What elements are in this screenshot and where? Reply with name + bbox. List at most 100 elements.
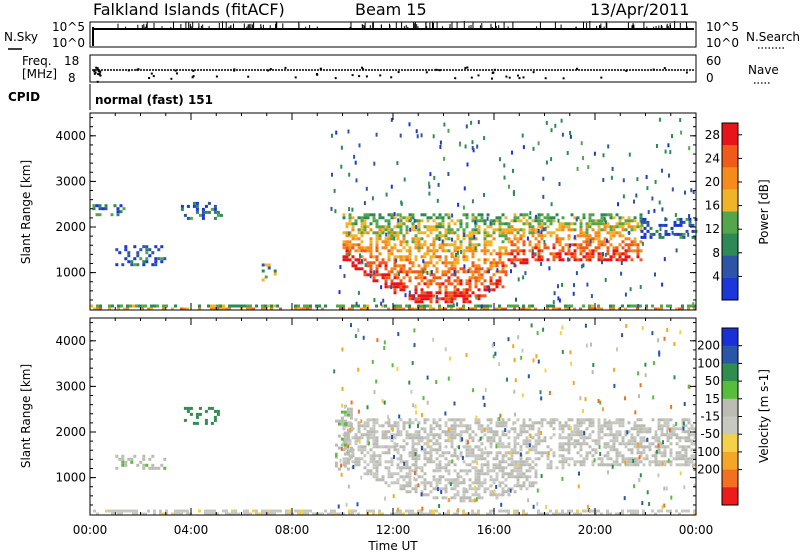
heatmap-cell [603, 463, 607, 467]
heatmap-cell [690, 454, 694, 458]
heatmap-cell [513, 213, 517, 217]
heatmap-cell [346, 452, 350, 456]
heatmap-cell [465, 255, 469, 259]
heatmap-cell [642, 451, 646, 455]
heatmap-cell [114, 509, 117, 513]
heatmap-cell [366, 424, 370, 428]
heatmap-cell [516, 304, 519, 308]
heatmap-cell [390, 439, 394, 443]
y-tick-label: 4000 [55, 334, 86, 348]
heatmap-cell [417, 225, 421, 229]
heatmap-cell [315, 304, 318, 308]
heatmap-cell [267, 263, 271, 267]
heatmap-cell [685, 217, 689, 221]
heatmap-cell [679, 330, 682, 335]
heatmap-cell [351, 225, 355, 229]
heatmap-cell [576, 421, 580, 425]
heatmap-cell [456, 279, 460, 283]
heatmap-cell [363, 460, 367, 464]
heatmap-cell [501, 460, 505, 464]
heatmap-cell [690, 424, 694, 428]
heatmap-cell [603, 433, 607, 437]
heatmap-cell [489, 267, 493, 271]
heatmap-cell [507, 493, 511, 497]
heatmap-cell [378, 463, 382, 467]
heatmap-cell [621, 421, 625, 425]
heatmap-cell [597, 427, 601, 431]
heatmap-cell [657, 427, 661, 431]
colorbar-tick-label: 8 [712, 246, 720, 260]
heatmap-cell [429, 294, 433, 298]
heatmap-cell [681, 418, 685, 422]
heatmap-cell [468, 237, 472, 241]
heatmap-cell [189, 406, 193, 410]
heatmap-cell [543, 451, 547, 455]
heatmap-cell [570, 442, 574, 446]
heatmap-cell [576, 216, 580, 220]
heatmap-cell [501, 424, 505, 428]
heatmap-cell [679, 220, 683, 224]
heatmap-cell [498, 439, 502, 443]
heatmap-cell [641, 501, 644, 506]
heatmap-cell [672, 457, 676, 461]
heatmap-cell [474, 282, 478, 286]
freq-dot [267, 69, 269, 72]
heatmap-cell [351, 261, 355, 265]
heatmap-cell [288, 509, 291, 513]
heatmap-cell [591, 418, 595, 422]
heatmap-cell [591, 252, 595, 256]
heatmap-cell [246, 509, 249, 513]
heatmap-cell [498, 493, 502, 497]
noise-right-tick-top: 10^5 [706, 20, 739, 34]
heatmap-cell [375, 234, 379, 238]
heatmap-cell [643, 219, 646, 224]
heatmap-cell [411, 213, 415, 217]
heatmap-cell [537, 421, 541, 425]
heatmap-cell [347, 129, 350, 134]
heatmap-cell [693, 427, 697, 431]
heatmap-cell [573, 307, 576, 311]
heatmap-cell [422, 259, 425, 264]
heatmap-cell [558, 421, 562, 425]
heatmap-cell [453, 436, 457, 440]
heatmap-cell [498, 436, 502, 440]
heatmap-cell [597, 424, 601, 428]
heatmap-cell [477, 445, 481, 449]
heatmap-cell [222, 307, 225, 311]
freq-dot [93, 70, 96, 73]
heatmap-cell [617, 202, 619, 207]
heatmap-cell [99, 307, 102, 311]
heatmap-cell [408, 478, 412, 482]
heatmap-cell [492, 258, 496, 262]
heatmap-cell [264, 512, 267, 516]
heatmap-cell [591, 240, 595, 244]
freq-label-line2: [MHz] [22, 67, 57, 81]
heatmap-cell [462, 228, 466, 232]
heatmap-cell [512, 168, 514, 173]
heatmap-cell [405, 240, 409, 244]
heatmap-cell [657, 460, 661, 464]
heatmap-cell [600, 258, 604, 262]
heatmap-cell [337, 434, 341, 438]
heatmap-cell [531, 448, 535, 452]
freq-dot [466, 66, 469, 69]
heatmap-cell [438, 276, 442, 280]
heatmap-cell [366, 436, 370, 440]
heatmap-cell [447, 297, 451, 301]
heatmap-cell [396, 451, 400, 455]
heatmap-cell [579, 424, 583, 428]
heatmap-cell [346, 467, 350, 471]
heatmap-cell [525, 442, 529, 446]
heatmap-cell [582, 263, 585, 268]
heatmap-cell [522, 258, 526, 262]
heatmap-cell [693, 304, 696, 308]
colorbar-segment [722, 381, 738, 400]
heatmap-cell [465, 353, 468, 358]
heatmap-cell [576, 258, 580, 262]
heatmap-cell [552, 451, 556, 455]
heatmap-cell [384, 219, 388, 223]
heatmap-cell [372, 460, 376, 464]
heatmap-cell [378, 457, 382, 461]
heatmap-cell [484, 446, 487, 451]
heatmap-cell [573, 439, 577, 443]
